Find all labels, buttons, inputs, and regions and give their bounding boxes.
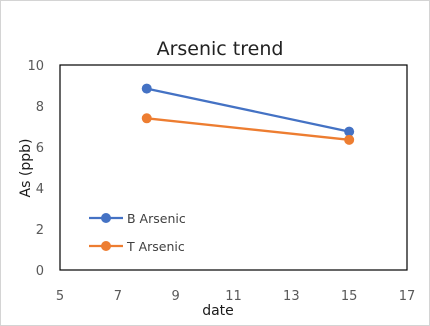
y-tick-label: 4	[36, 182, 44, 197]
chart-title: Arsenic trend	[157, 38, 284, 60]
legend-label: B Arsenic	[127, 211, 186, 226]
data-point	[344, 134, 355, 145]
series-b-arsenic	[141, 83, 355, 137]
legend-swatch-marker	[101, 213, 111, 223]
legend-item: T Arsenic	[89, 239, 185, 254]
series-line	[146, 87, 350, 133]
x-tick-label: 5	[56, 289, 64, 304]
x-axis: 5 7 9 11 13 15 17	[56, 289, 415, 304]
x-tick-label: 11	[225, 289, 242, 304]
plot-area	[59, 64, 408, 271]
series-t-arsenic	[141, 113, 355, 145]
series-layer	[141, 83, 355, 145]
y-tick-label: 0	[36, 264, 44, 279]
y-axis-label: As (ppb)	[18, 139, 34, 198]
legend-item: B Arsenic	[89, 211, 186, 226]
x-tick-label: 15	[341, 289, 358, 304]
legend-swatch-marker	[101, 241, 111, 251]
x-tick-label: 17	[399, 289, 416, 304]
x-tick-label: 9	[172, 289, 180, 304]
y-tick-label: 8	[36, 100, 44, 115]
x-tick-label: 13	[283, 289, 300, 304]
y-tick-label: 2	[36, 223, 44, 238]
y-axis: 0 2 4 6 8 10	[27, 59, 44, 279]
x-tick-label: 7	[114, 289, 122, 304]
y-tick-label: 10	[27, 59, 44, 74]
data-point	[141, 113, 152, 124]
legend: B Arsenic T Arsenic	[89, 211, 186, 254]
y-tick-label: 6	[36, 141, 44, 156]
legend-label: T Arsenic	[126, 239, 185, 254]
data-point	[344, 126, 355, 137]
x-axis-label: date	[202, 303, 234, 319]
data-point	[141, 83, 152, 94]
series-line	[146, 117, 350, 141]
